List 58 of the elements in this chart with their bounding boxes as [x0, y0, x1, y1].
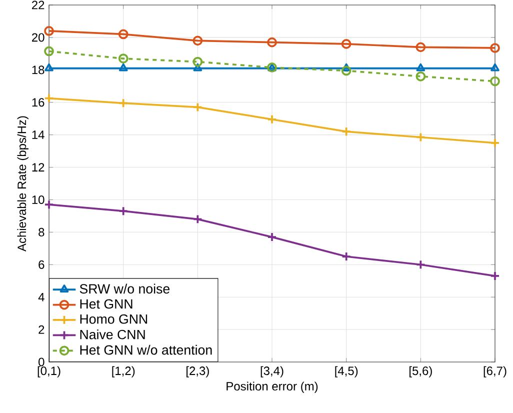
y-tick-label: 0 — [38, 358, 44, 366]
point — [416, 132, 426, 142]
x-tick-label: [1,2) — [112, 366, 135, 378]
legend-label: Het GNN w/o attention — [80, 344, 212, 355]
point — [341, 66, 352, 76]
y-axis-title: Achievable Rate (bps/Hz) — [17, 116, 28, 252]
point — [192, 102, 203, 112]
y-tick-label: 6 — [38, 260, 44, 269]
point — [118, 29, 128, 40]
x-tick-label: [2,3) — [186, 366, 209, 378]
y-tick-label: 16 — [32, 98, 44, 107]
x-tick-label: [6,7) — [484, 366, 506, 378]
point — [490, 63, 500, 72]
y-tick-label: 10 — [32, 195, 44, 204]
point — [118, 206, 128, 216]
y-tick-label: 4 — [38, 292, 44, 302]
y-tick-label: 12 — [32, 163, 44, 172]
point — [192, 36, 203, 46]
point — [416, 63, 426, 72]
y-tick-label: 18 — [32, 66, 44, 74]
point — [341, 252, 352, 262]
point — [44, 200, 54, 210]
point — [490, 76, 500, 86]
legend-label: Naive CNN — [80, 329, 145, 340]
point — [44, 63, 54, 72]
y-tick-label: 14 — [32, 130, 44, 139]
point — [44, 26, 54, 36]
point — [416, 71, 426, 82]
point — [267, 37, 277, 48]
point — [267, 114, 277, 124]
point — [267, 232, 277, 242]
point — [490, 138, 500, 148]
x-tick-label: [0,1) — [38, 366, 60, 378]
point — [341, 39, 352, 49]
point — [416, 260, 426, 270]
y-tick-label: 22 — [32, 0, 44, 10]
point — [416, 42, 426, 52]
point — [193, 63, 202, 72]
point — [44, 46, 54, 56]
y-tick-label: 8 — [38, 228, 44, 236]
point — [118, 54, 128, 64]
point — [192, 214, 203, 224]
x-tick-label: [5,6) — [410, 366, 432, 378]
x-tick-label: [3,4) — [260, 366, 284, 378]
point — [192, 56, 203, 67]
point — [490, 43, 500, 53]
y-tick-label: 20 — [32, 33, 44, 42]
point — [490, 271, 500, 281]
y-tick-label: 2 — [38, 325, 44, 334]
point — [118, 63, 128, 72]
x-tick-label: [4,5) — [335, 366, 358, 378]
point — [341, 126, 352, 136]
legend-label: Het GNN — [80, 299, 132, 309]
x-axis-title: Position error (m) — [226, 382, 318, 393]
legend-label: Homo GNN — [80, 314, 148, 324]
legend-label: SRW w/o noise — [80, 284, 170, 294]
point — [118, 98, 128, 108]
point — [44, 93, 54, 104]
